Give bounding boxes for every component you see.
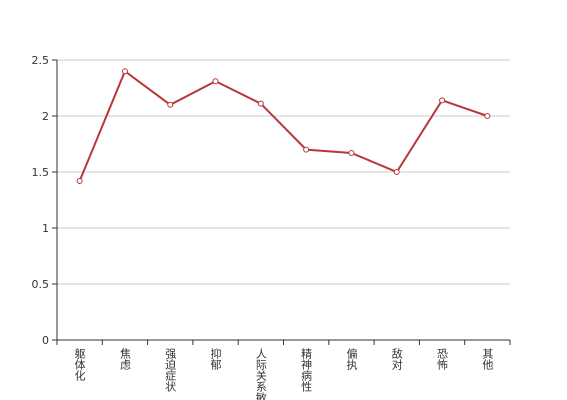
x-tick-label: 焦虑 bbox=[118, 348, 131, 370]
point bbox=[439, 97, 446, 104]
x-tick-label: 其他 bbox=[481, 348, 494, 370]
x-tick-label: 人际关系敏感 bbox=[254, 348, 267, 400]
point bbox=[167, 101, 174, 108]
y-tick-label: 2 bbox=[42, 110, 49, 123]
y-tick-label: 1.5 bbox=[32, 166, 50, 179]
point bbox=[76, 177, 83, 184]
y-tick-label: 0 bbox=[42, 334, 49, 347]
point bbox=[212, 78, 219, 85]
x-tick-label: 强迫症状 bbox=[164, 348, 177, 392]
point bbox=[484, 113, 491, 119]
point bbox=[121, 68, 128, 75]
x-tick-label: 抑郁 bbox=[209, 347, 222, 370]
point bbox=[348, 149, 355, 156]
point bbox=[303, 146, 310, 153]
x-tick-label: 偏执 bbox=[345, 347, 358, 371]
y-tick-label: 2.5 bbox=[32, 54, 50, 67]
y-tick-label: 1 bbox=[42, 222, 49, 235]
line bbox=[78, 69, 488, 182]
x-tick-label: 精神病性 bbox=[300, 348, 313, 393]
point bbox=[257, 100, 264, 107]
x-tick-label: 敌对 bbox=[390, 347, 403, 370]
y-tick-label: 0.5 bbox=[32, 278, 50, 291]
x-tick-label: 躯体化 bbox=[73, 348, 86, 382]
point bbox=[393, 169, 400, 175]
x-tick-label: 恐怖 bbox=[436, 348, 449, 370]
